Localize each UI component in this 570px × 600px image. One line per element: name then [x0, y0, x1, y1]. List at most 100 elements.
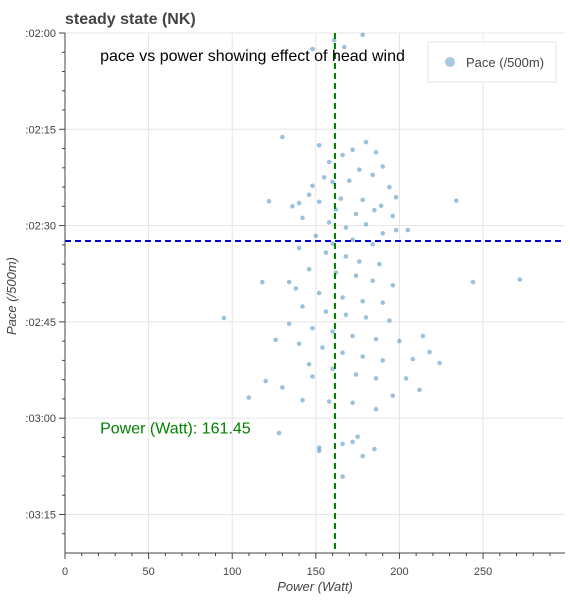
- data-point: [417, 387, 422, 393]
- data-point: [373, 336, 379, 342]
- data-point: [343, 225, 349, 230]
- data-point: [296, 245, 302, 251]
- data-point: [370, 172, 376, 178]
- data-point: [316, 290, 322, 296]
- data-point: [306, 362, 312, 367]
- data-point: [405, 227, 411, 233]
- data-point: [306, 192, 312, 198]
- annotation-text: Power (Watt): 161.45: [100, 421, 251, 438]
- data-point: [300, 397, 305, 403]
- data-point: [517, 277, 523, 282]
- data-point: [338, 196, 344, 201]
- data-point: [377, 261, 382, 267]
- x-tick-label: 250: [474, 566, 492, 578]
- y-tick-label: :02:15: [25, 124, 56, 136]
- data-point: [380, 164, 386, 169]
- data-point: [370, 278, 376, 284]
- data-point: [403, 376, 409, 381]
- data-point: [326, 399, 332, 404]
- data-point: [373, 150, 379, 155]
- data-point: [340, 350, 345, 356]
- x-tick-label: 100: [223, 566, 241, 578]
- data-point: [397, 338, 402, 344]
- data-point: [330, 329, 335, 334]
- data-point: [372, 207, 377, 213]
- data-point: [321, 175, 327, 180]
- data-point: [273, 337, 279, 343]
- data-point: [286, 279, 292, 285]
- reference-lines: [65, 33, 565, 553]
- data-point: [370, 241, 376, 247]
- data-point: [360, 32, 366, 38]
- data-point: [353, 372, 359, 377]
- data-point: [323, 309, 329, 314]
- data-point: [300, 304, 305, 309]
- data-point: [390, 283, 396, 288]
- data-point: [330, 366, 335, 372]
- data-point: [390, 393, 396, 399]
- data-point: [310, 183, 315, 189]
- data-point: [350, 333, 355, 339]
- data-point: [380, 358, 386, 363]
- data-point: [340, 474, 345, 479]
- y-tick-label: :02:30: [25, 221, 56, 233]
- data-point: [310, 374, 315, 379]
- data-point: [355, 434, 360, 440]
- data-point: [316, 199, 322, 205]
- data-point: [427, 349, 432, 355]
- data-point: [372, 446, 377, 452]
- data-point: [260, 279, 265, 285]
- data-point: [390, 213, 396, 219]
- data-point: [360, 197, 366, 203]
- y-tick-label: :02:00: [25, 28, 56, 40]
- data-point: [350, 400, 355, 406]
- data-point: [286, 321, 292, 327]
- data-point: [266, 198, 272, 204]
- y-tick-label: :02:45: [25, 317, 56, 329]
- data-point: [316, 448, 322, 454]
- data-point: [306, 266, 312, 272]
- data-point: [340, 152, 345, 158]
- x-tick-label: 50: [142, 566, 154, 578]
- data-point: [343, 312, 349, 318]
- data-point: [373, 376, 379, 381]
- data-point: [353, 273, 359, 279]
- data-point: [323, 250, 329, 255]
- data-point: [280, 385, 285, 390]
- data-point: [330, 241, 335, 246]
- data-point: [360, 354, 366, 359]
- data-point: [340, 441, 345, 447]
- data-point: [387, 184, 392, 190]
- data-point: [350, 147, 355, 153]
- data-point: [363, 222, 369, 227]
- data-point: [310, 326, 315, 331]
- data-point: [300, 215, 305, 221]
- data-point: [353, 211, 359, 217]
- data-points: [221, 32, 523, 479]
- data-point: [343, 254, 349, 259]
- data-point: [296, 341, 302, 347]
- data-point: [393, 227, 399, 233]
- data-point: [420, 333, 426, 339]
- data-point: [263, 378, 269, 384]
- axes: [64, 33, 565, 554]
- annotation-text: pace vs power showing effect of head win…: [100, 48, 405, 65]
- y-axis-label: Pace (/500m): [4, 257, 19, 335]
- data-point: [360, 299, 366, 304]
- ticks: 0 50 100 150 200 250:02:00:02:15:02:30:02:45:…: [25, 28, 551, 578]
- x-tick-label: 0: [62, 566, 68, 578]
- data-point: [350, 237, 355, 242]
- data-point: [357, 167, 362, 172]
- data-point: [380, 300, 386, 305]
- grid: [64, 32, 565, 553]
- annotations: pace vs power showing effect of head win…: [100, 48, 405, 437]
- data-point: [290, 204, 295, 209]
- data-point: [373, 406, 379, 412]
- data-point: [326, 159, 332, 165]
- data-point: [363, 315, 369, 320]
- data-point: [470, 279, 476, 285]
- data-point: [360, 453, 366, 459]
- data-point: [313, 233, 319, 239]
